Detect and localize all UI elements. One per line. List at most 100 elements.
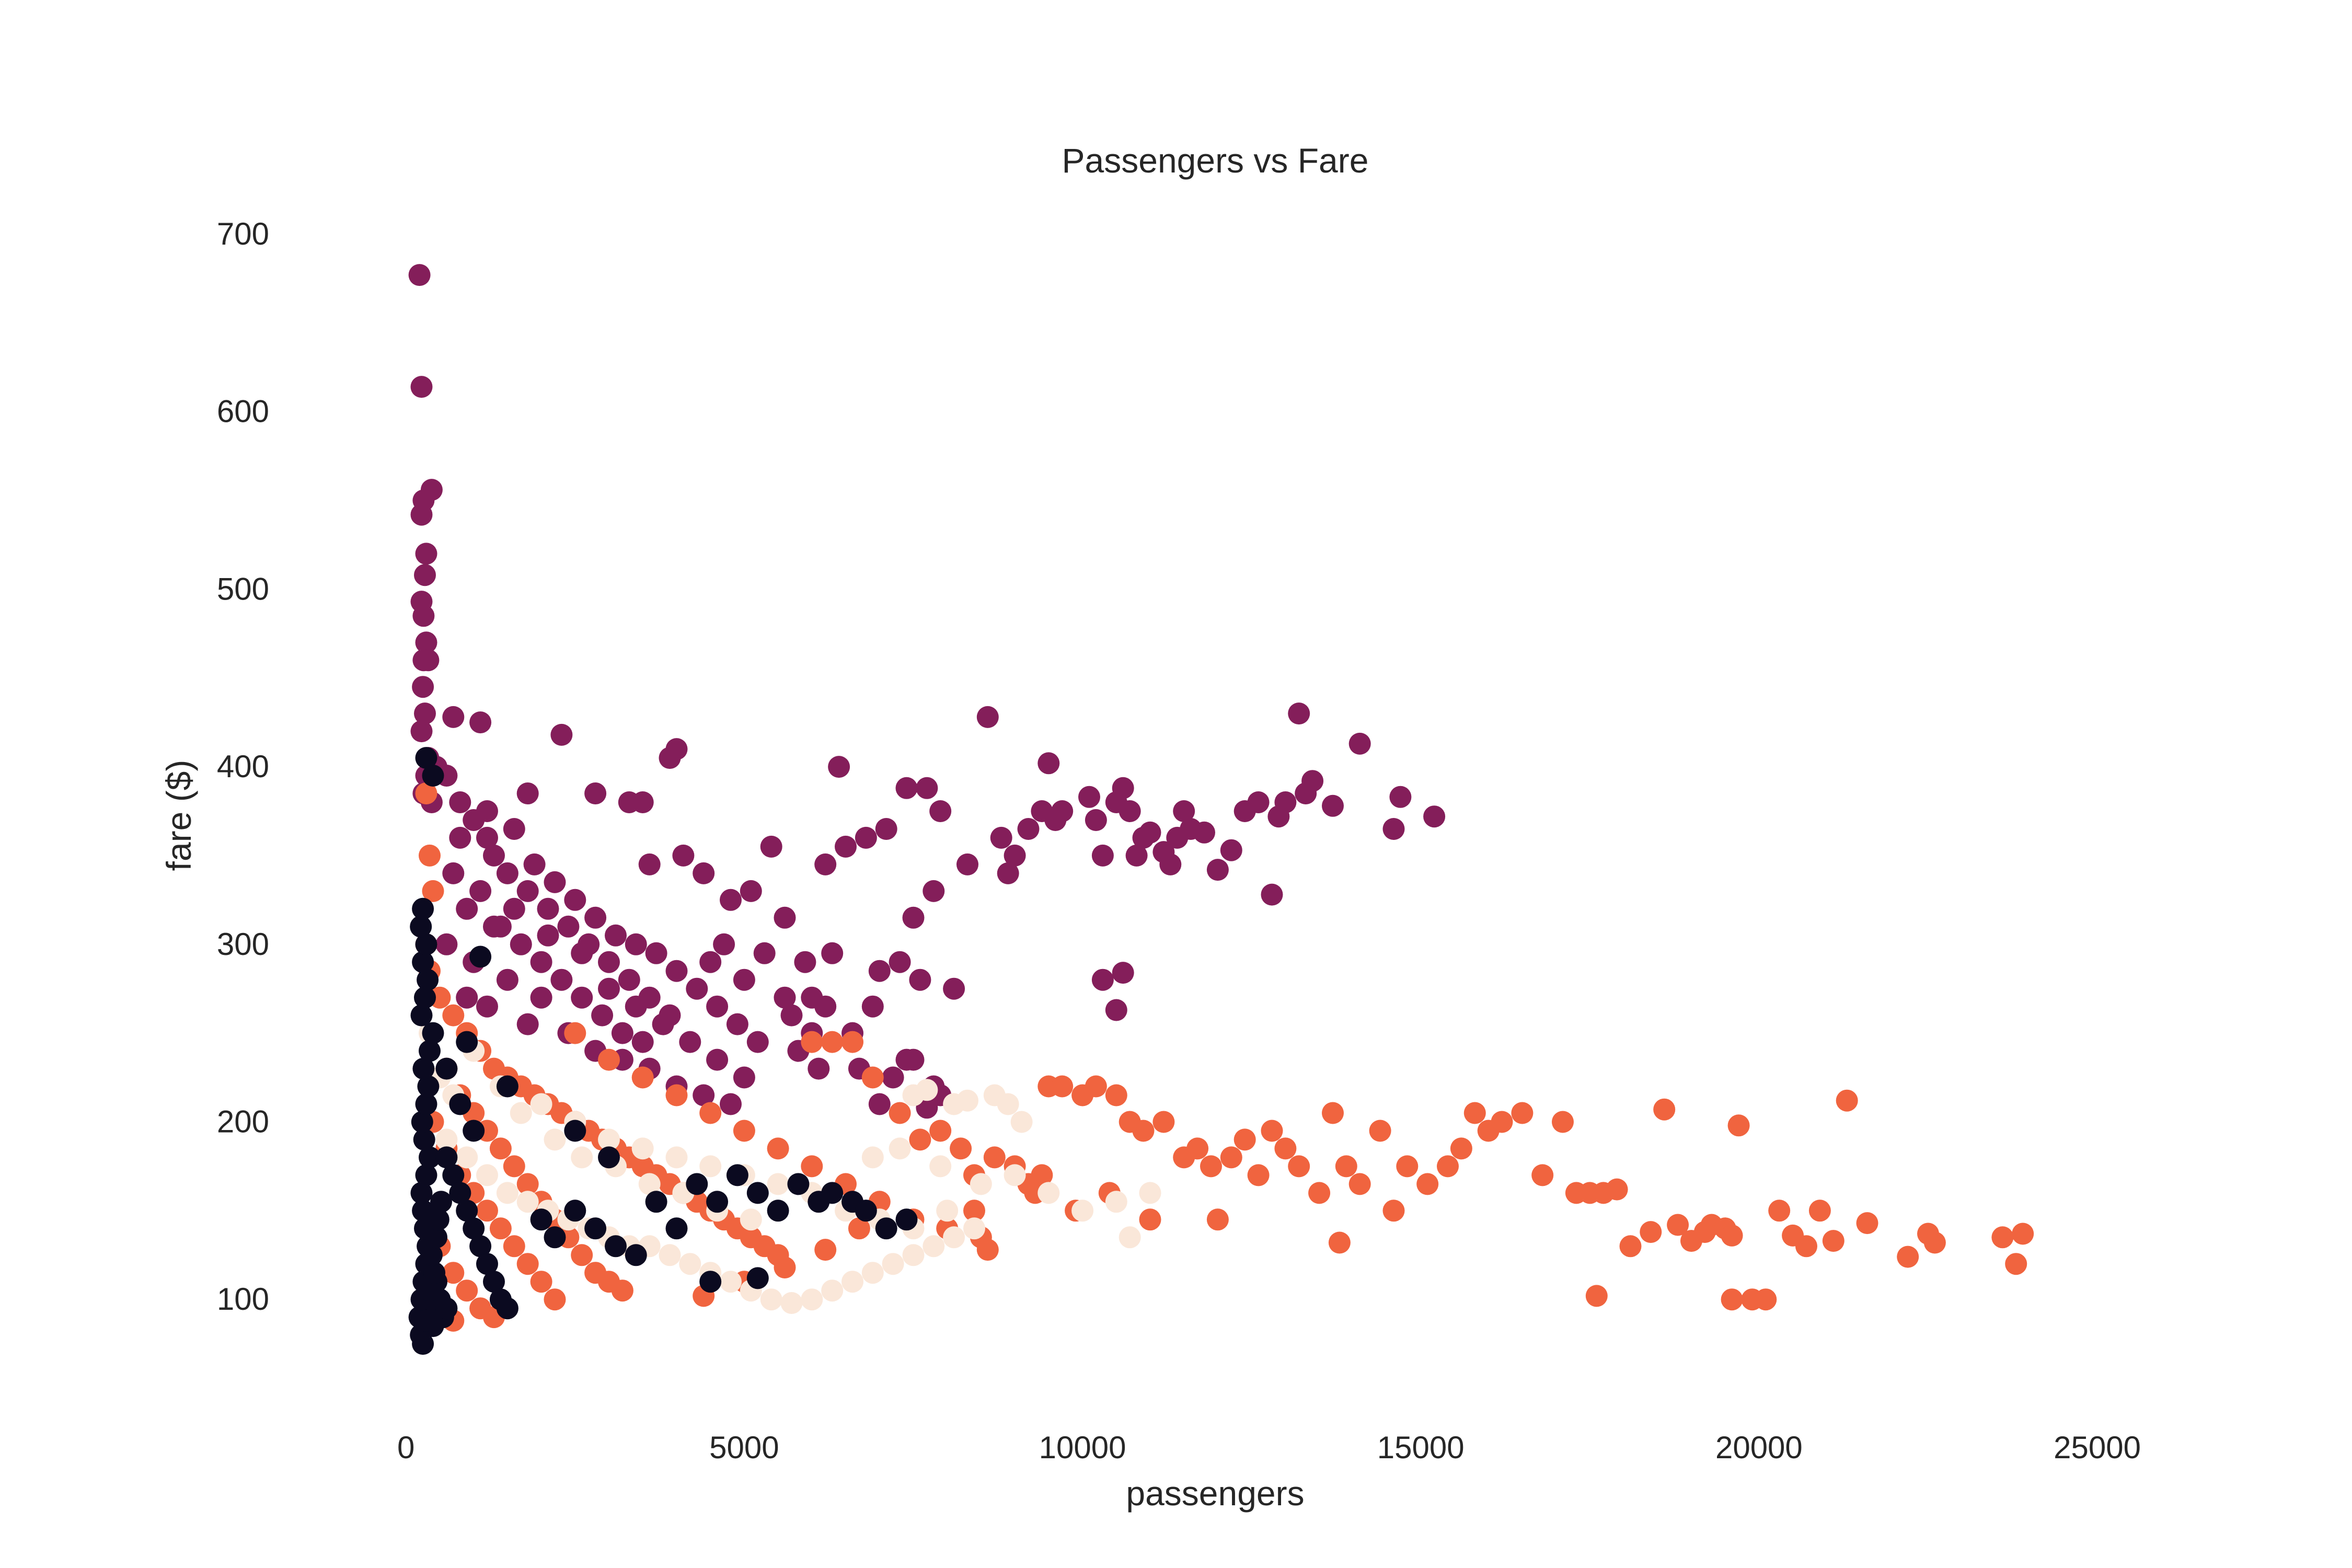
- scatter-point: [557, 915, 580, 938]
- scatter-point: [503, 1235, 525, 1258]
- scatter-point: [611, 1022, 633, 1044]
- scatter-point: [746, 1267, 769, 1289]
- scatter-point: [537, 924, 559, 947]
- scatter-point: [544, 1128, 566, 1151]
- scatter-point: [861, 1066, 884, 1089]
- scatter-point: [1511, 1102, 1534, 1124]
- scatter-point: [1193, 821, 1215, 844]
- scatter-point: [413, 1128, 435, 1151]
- scatter-point: [516, 880, 539, 902]
- scatter-point: [1619, 1235, 1642, 1258]
- scatter-point: [672, 844, 695, 867]
- scatter-point: [733, 1066, 755, 1089]
- scatter-point: [895, 1048, 918, 1071]
- scatter-point: [435, 933, 458, 955]
- scatter-point: [625, 933, 647, 955]
- chart-title: Passengers vs Fare: [1062, 141, 1369, 180]
- scatter-point: [449, 1182, 471, 1204]
- scatter-point: [882, 1253, 904, 1275]
- scatter-point: [1491, 1111, 1513, 1133]
- scatter-point: [571, 1244, 593, 1266]
- scatter-point: [861, 1146, 884, 1169]
- scatter-point: [828, 756, 850, 778]
- scatter-point: [936, 1200, 959, 1222]
- scatter-point: [544, 1226, 566, 1249]
- scatter-point: [1186, 1137, 1209, 1160]
- scatter-point: [733, 1120, 755, 1142]
- scatter-point: [929, 800, 952, 822]
- scatter-point: [774, 1256, 796, 1278]
- scatter-point: [699, 1102, 722, 1124]
- scatter-point: [1531, 1164, 1554, 1186]
- scatter-point: [483, 1271, 505, 1293]
- scatter-point: [408, 264, 431, 286]
- scatter-point: [422, 880, 444, 902]
- scatter-point: [476, 1164, 498, 1186]
- scatter-point: [410, 915, 432, 938]
- scatter-point: [821, 1031, 844, 1053]
- scatter-point: [449, 826, 471, 849]
- scatter-point: [1139, 1182, 1161, 1204]
- scatter-point: [1010, 1111, 1033, 1133]
- scatter-point: [1139, 821, 1161, 844]
- scatter-point: [415, 631, 437, 654]
- scatter-point: [1463, 1102, 1486, 1124]
- scatter-point: [1105, 1084, 1127, 1106]
- scatter-point: [1152, 1111, 1175, 1133]
- scatter-point: [516, 1013, 539, 1035]
- scatter-point: [564, 889, 586, 911]
- scatter-point: [469, 946, 492, 968]
- scatter-point: [821, 1182, 844, 1204]
- scatter-point: [868, 960, 891, 982]
- scatter-point: [1923, 1231, 1946, 1254]
- scatter-point: [943, 977, 965, 1000]
- scatter-point: [489, 1137, 512, 1160]
- scatter-point: [767, 1173, 789, 1195]
- scatter-point: [456, 1031, 478, 1053]
- scatter-point: [814, 1239, 837, 1261]
- series-3: [408, 747, 918, 1355]
- scatter-point: [631, 1031, 654, 1053]
- data-points: [408, 264, 2034, 1355]
- scatter-point: [855, 1200, 877, 1222]
- scatter-point: [605, 924, 627, 947]
- scatter-point: [868, 1093, 891, 1115]
- scatter-point: [787, 1173, 810, 1195]
- scatter-point: [605, 1235, 627, 1258]
- scatter-point: [861, 1262, 884, 1284]
- scatter-point: [956, 853, 978, 875]
- scatter-point: [990, 826, 1012, 849]
- scatter-point: [530, 1271, 552, 1293]
- scatter-point: [976, 1239, 999, 1261]
- x-tick-label: 10000: [1039, 1430, 1126, 1465]
- scatter-point: [713, 933, 735, 955]
- scatter-point: [410, 376, 433, 398]
- scatter-point: [564, 1120, 586, 1142]
- scatter-point: [410, 720, 433, 743]
- scatter-point: [848, 1217, 870, 1240]
- scatter-point: [726, 1013, 748, 1035]
- y-axis-ticks: 100 200 300 400 500 600 700: [217, 216, 269, 1317]
- scatter-point: [483, 915, 505, 938]
- scatter-point: [435, 1297, 458, 1320]
- scatter-point: [902, 906, 925, 929]
- scatter-point: [1288, 1155, 1310, 1178]
- scatter-point: [726, 1164, 748, 1186]
- scatter-point: [1322, 794, 1344, 817]
- x-tick-label: 5000: [709, 1430, 779, 1465]
- scatter-point: [1017, 818, 1040, 840]
- scatter-point: [1552, 1111, 1574, 1133]
- scatter-point: [1721, 1288, 1743, 1311]
- series-0: [408, 264, 1446, 1119]
- scatter-point: [841, 1271, 863, 1293]
- scatter-point: [794, 951, 816, 973]
- scatter-point: [808, 1057, 830, 1080]
- scatter-point: [625, 1244, 647, 1266]
- scatter-point: [423, 1262, 446, 1284]
- scatter-point: [746, 1182, 769, 1204]
- scatter-point: [516, 782, 539, 804]
- scatter-point: [733, 969, 755, 991]
- scatter-point: [419, 1040, 441, 1062]
- scatter-point: [801, 1288, 823, 1311]
- scatter-point: [1261, 1120, 1283, 1142]
